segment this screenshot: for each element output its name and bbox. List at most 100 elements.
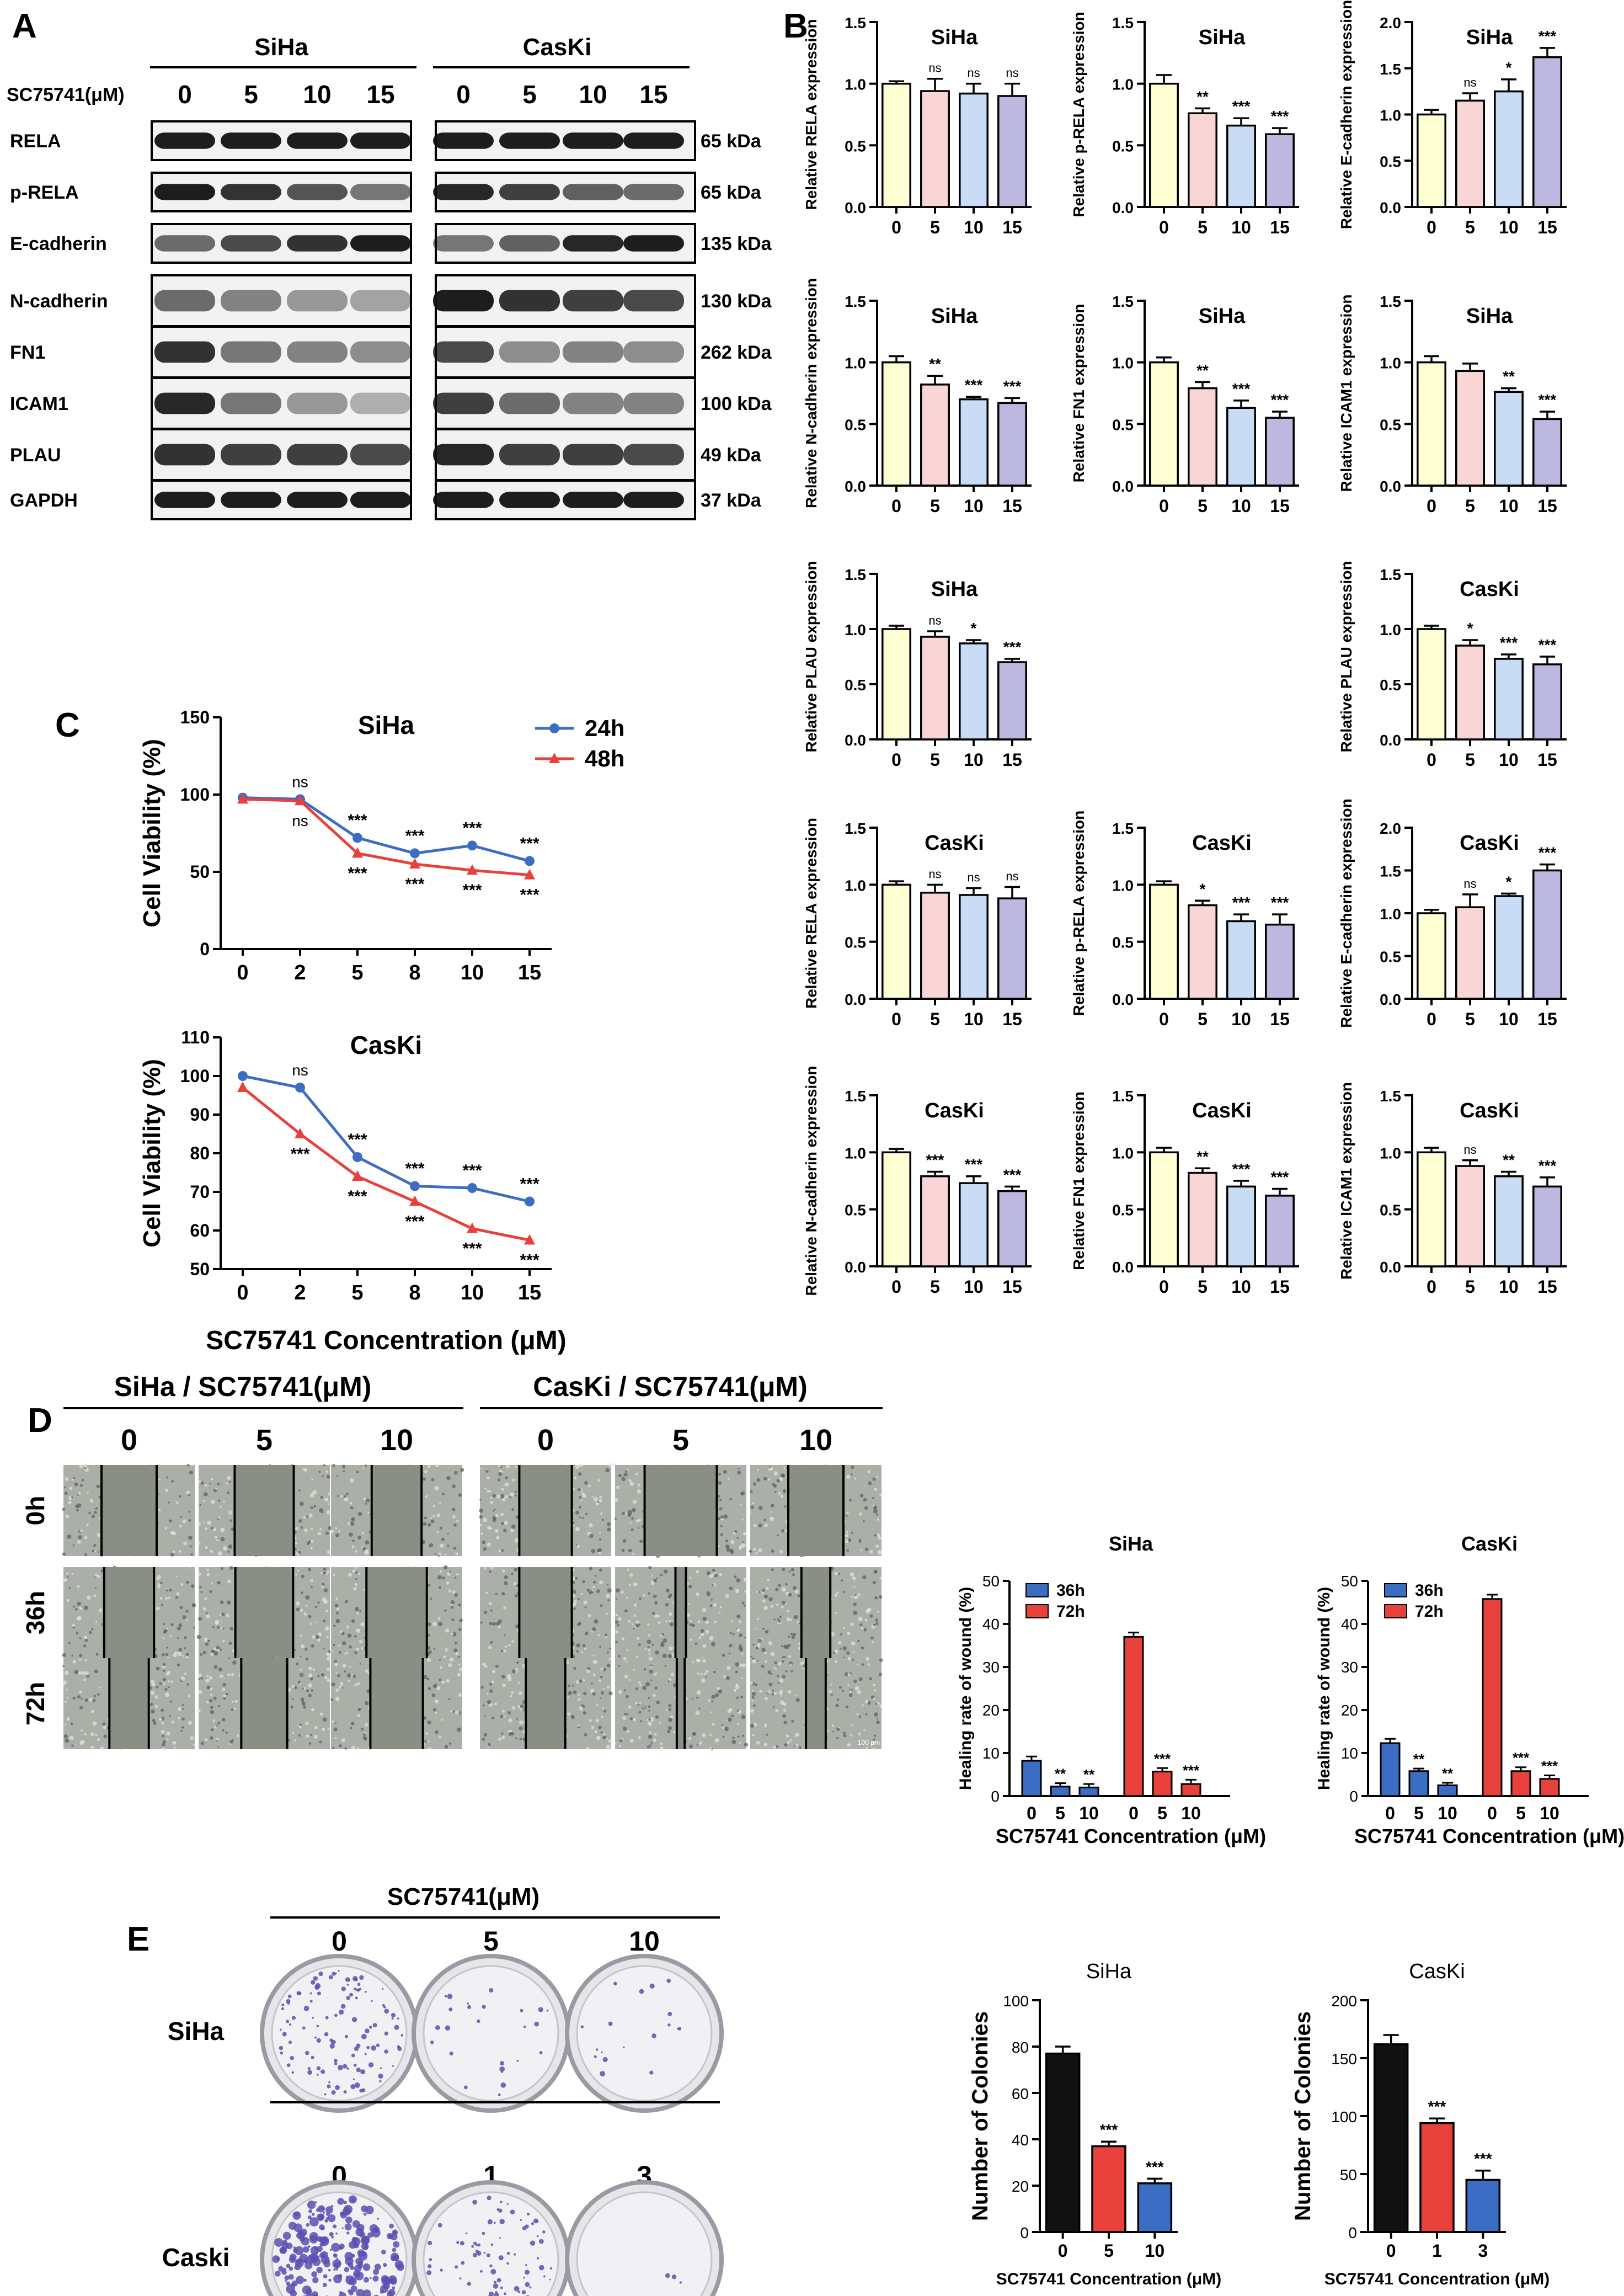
bar (1532, 418, 1562, 487)
colony (380, 2067, 382, 2070)
cell-speckle (653, 1594, 657, 1598)
cell-speckle (156, 1666, 160, 1671)
cell-speckle (503, 1715, 506, 1718)
cell-speckle (299, 1682, 302, 1685)
blot-conc-siha: 15 (366, 80, 394, 109)
y-tick-label: 0 (991, 1788, 1000, 1805)
cell-speckle (722, 1736, 725, 1738)
cell-speckle (438, 1622, 443, 1627)
bar (1123, 1636, 1144, 1797)
blot-band (154, 444, 215, 466)
cell-speckle (192, 1603, 196, 1607)
cell-speckle (501, 1522, 504, 1525)
significance-mark: *** (1271, 391, 1289, 408)
data-point (467, 1222, 478, 1233)
cell-speckle (177, 1663, 180, 1667)
cell-speckle (355, 1566, 357, 1569)
colony (394, 2025, 399, 2030)
significance-mark: ns (928, 61, 941, 75)
y-tick-label: 100 (180, 785, 210, 805)
cell-speckle (69, 1487, 73, 1490)
cell-speckle (95, 1653, 99, 1656)
cell-speckle (294, 1541, 297, 1544)
cell-speckle (367, 1511, 370, 1514)
cell-speckle (292, 1698, 294, 1700)
cell-speckle (512, 1478, 515, 1482)
colony (666, 1978, 671, 1983)
cell-speckle (84, 1553, 88, 1557)
cell-speckle (488, 1645, 492, 1649)
cell-speckle (447, 1532, 449, 1535)
cell-speckle (660, 1742, 663, 1745)
cell-speckle (341, 1738, 346, 1743)
cell-speckle (184, 1647, 186, 1650)
cell-speckle (787, 1690, 792, 1694)
cell-speckle (67, 1534, 72, 1539)
cell-speckle (344, 1747, 347, 1750)
cell-speckle (162, 1734, 165, 1738)
cell-speckle (64, 1701, 67, 1703)
cell-speckle (723, 1675, 726, 1678)
cell-speckle (593, 1580, 596, 1584)
cell-speckle (647, 1623, 650, 1626)
colony (293, 2248, 298, 2254)
x-tick-label: 0 (891, 217, 901, 237)
colony (378, 2073, 383, 2079)
cell-speckle (649, 1666, 652, 1669)
colony (341, 1986, 346, 1991)
y-tick-label: 80 (190, 1143, 210, 1163)
colony (328, 2268, 331, 2272)
colony (314, 2036, 317, 2039)
cell-speckle (852, 1576, 856, 1580)
chart-title: SiHa (358, 711, 415, 739)
cell-speckle (752, 1554, 755, 1557)
colony (523, 2277, 525, 2279)
cell-speckle (209, 1699, 212, 1703)
cell-speckle (303, 1516, 306, 1519)
cell-speckle (723, 1469, 727, 1474)
cell-speckle (65, 1514, 70, 1519)
cell-speckle (750, 1681, 754, 1685)
cell-speckle (574, 1600, 577, 1604)
cell-speckle (335, 1618, 340, 1623)
cell-speckle (345, 1600, 348, 1604)
cell-speckle (490, 1565, 494, 1569)
colony (526, 2212, 530, 2216)
bar (920, 1175, 950, 1267)
cell-speckle (213, 1696, 217, 1700)
cell-speckle (782, 1568, 786, 1571)
cell-speckle (188, 1695, 191, 1697)
cell-speckle (487, 1700, 492, 1704)
cell-speckle (229, 1480, 232, 1483)
cell-speckle (667, 1654, 672, 1659)
cell-speckle (81, 1729, 83, 1732)
cell-speckle (592, 1585, 595, 1589)
cell-speckle (575, 1510, 580, 1515)
cell-speckle (584, 1647, 587, 1650)
significance-mark: *** (1271, 1168, 1289, 1185)
cell-speckle (365, 1503, 367, 1505)
colony (459, 2277, 462, 2280)
cell-speckle (206, 1675, 209, 1677)
cell-speckle (502, 1569, 505, 1573)
cell-speckle (508, 1718, 512, 1723)
cell-speckle (730, 1539, 735, 1544)
cell-speckle (459, 1668, 463, 1671)
colony (392, 2065, 394, 2067)
cell-speckle (501, 1735, 505, 1739)
legend-label: 72h (1415, 1602, 1444, 1621)
bar (1265, 417, 1295, 487)
colony (318, 2236, 325, 2243)
cell-speckle (757, 1618, 760, 1621)
colony (677, 2027, 682, 2031)
cell-speckle (696, 1570, 699, 1574)
colony (380, 2284, 388, 2293)
cell-speckle (310, 1733, 313, 1736)
cell-speckle (584, 1631, 589, 1636)
cell-speckle (603, 1668, 607, 1671)
colony (384, 2049, 388, 2054)
cell-speckle (153, 1722, 157, 1725)
cell-speckle (854, 1686, 859, 1691)
x-tick-label: 0 (1427, 1009, 1436, 1029)
